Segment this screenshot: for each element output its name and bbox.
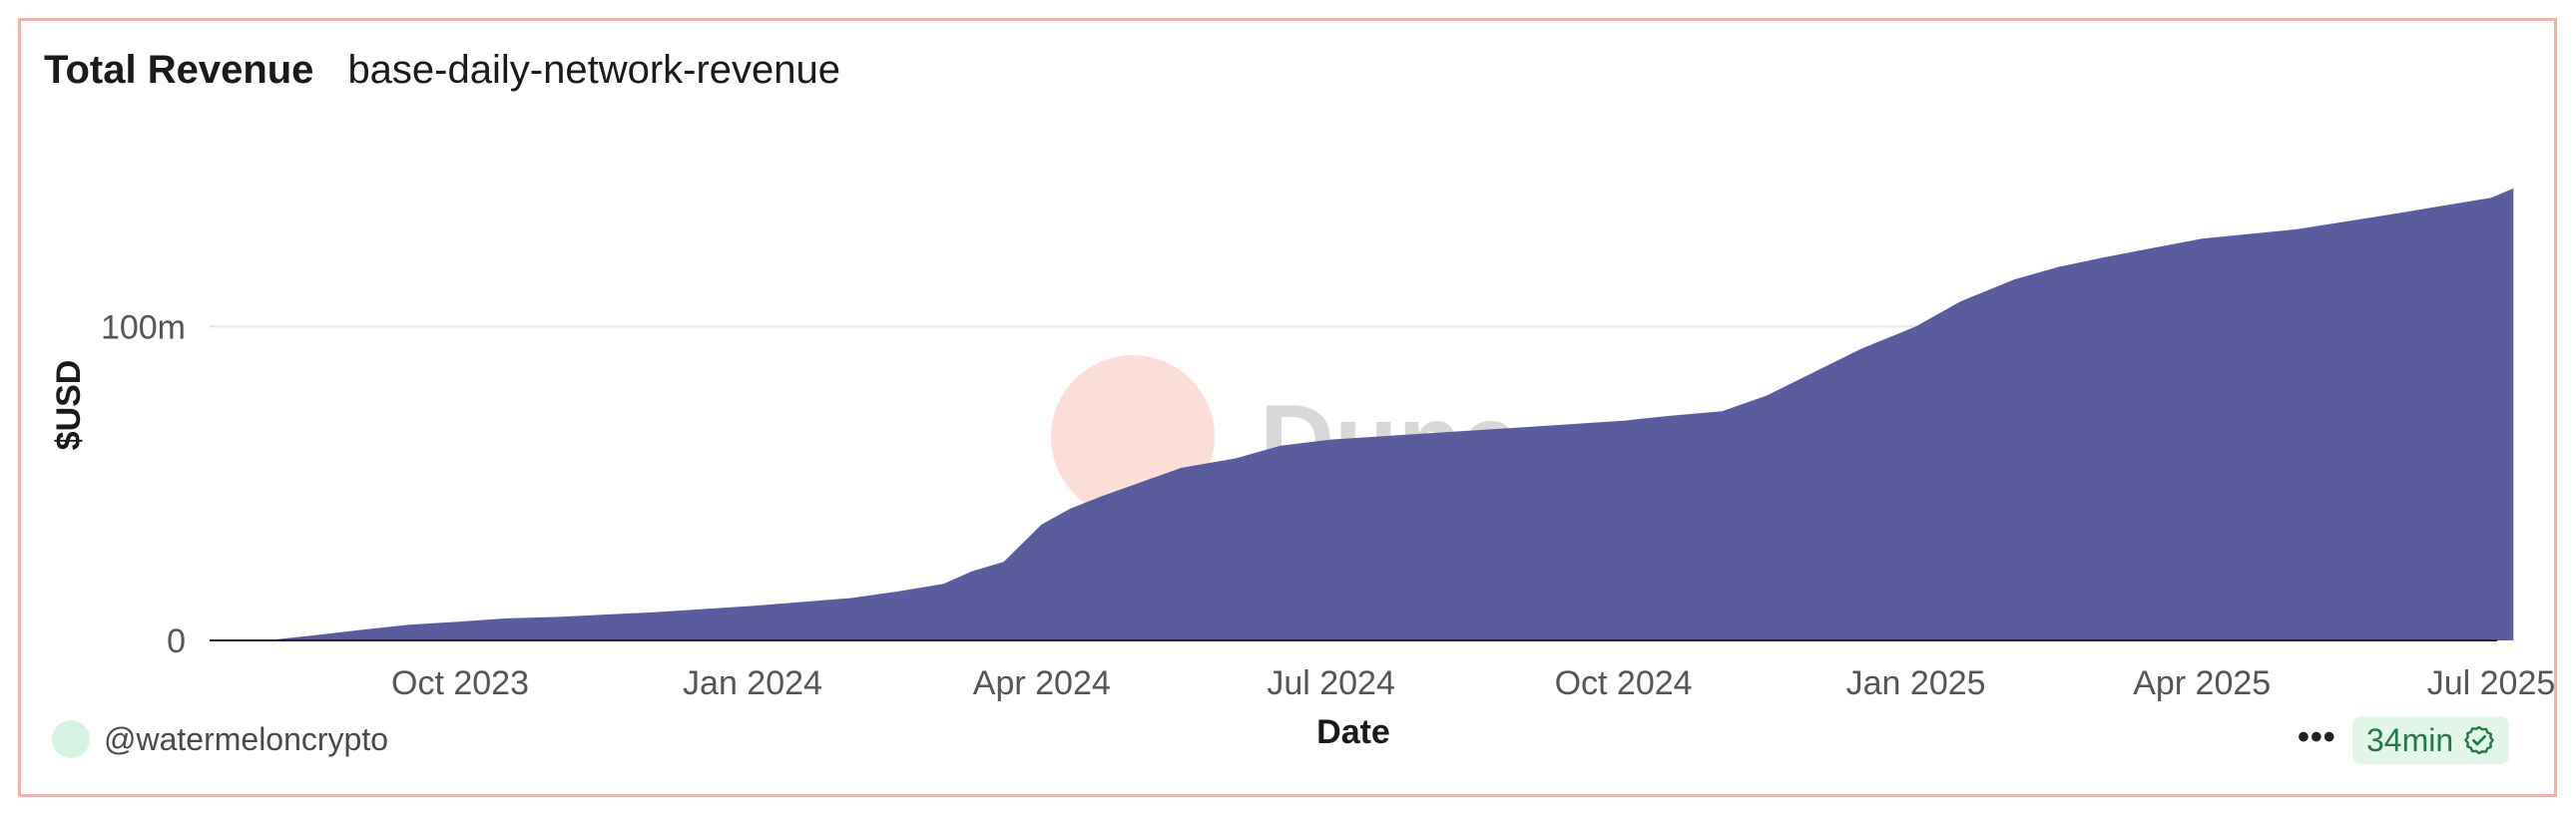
x-tick-label: Jan 2025 <box>1846 664 1986 702</box>
author[interactable]: @watermeloncrypto <box>52 720 388 758</box>
freshness-badge[interactable]: 34min <box>2352 716 2510 764</box>
x-tick-label: Oct 2024 <box>1555 664 1693 702</box>
x-tick-label: Apr 2025 <box>2133 664 2271 702</box>
x-tick-label: Jan 2024 <box>683 664 822 702</box>
x-tick-label: Jul 2024 <box>1267 664 1395 702</box>
revenue-area-series[interactable] <box>265 188 2514 640</box>
x-tick-label: Jul 2025 <box>2427 664 2556 702</box>
chart-subtitle: base-daily-network-revenue <box>347 48 841 92</box>
x-tick-label: Apr 2024 <box>973 664 1111 702</box>
more-options-button[interactable]: ••• <box>2298 718 2336 756</box>
freshness-text: 34min <box>2366 721 2454 758</box>
y-axis-label: $USD <box>50 360 88 451</box>
avatar <box>52 720 90 758</box>
author-username[interactable]: @watermeloncrypto <box>104 720 389 757</box>
x-axis-label: Date <box>1316 713 1390 751</box>
chart-header: Total Revenue base-daily-network-revenue <box>44 48 840 93</box>
verified-check-icon <box>2464 725 2494 755</box>
chart-title: Total Revenue <box>44 48 314 92</box>
y-tick-label: 0 <box>167 622 186 660</box>
y-tick-label: 100m <box>101 308 186 346</box>
x-tick-label: Oct 2023 <box>391 664 529 702</box>
